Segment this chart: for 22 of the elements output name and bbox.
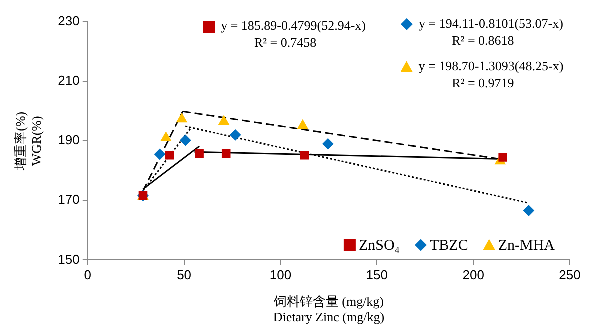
legend-label: Zn-MHA (498, 238, 556, 254)
legend-label: TBZC (430, 238, 468, 254)
annotation: y = 198.70-1.3093(48.25-x) (418, 58, 564, 74)
legend-label: ZnSO₄ (358, 238, 400, 254)
annotation: R² = 0.9719 (452, 76, 514, 91)
x-tick-label: 250 (559, 268, 581, 283)
y-tick-label: 150 (58, 252, 80, 267)
y-tick-label: 210 (58, 73, 80, 88)
y-tick-label: 230 (58, 14, 80, 29)
x-tick-label: 150 (366, 268, 388, 283)
y-tick-label: 170 (58, 192, 80, 208)
y-axis-title: 增重率(%) WGR(%) (13, 112, 44, 172)
x-tick-label: 200 (462, 268, 484, 283)
annotation: y = 194.11-0.8101(53.07-x) (419, 16, 564, 31)
x-tick-label: 0 (84, 268, 92, 283)
annotation: y = 185.89-0.4799(52.94-x) (221, 18, 366, 34)
x-tick-label: 50 (177, 268, 192, 283)
x-axis-title: 饲料锌含量 (mg/kg) Dietary Zinc (mg/kg) (272, 294, 385, 325)
annotation: R² = 0.7458 (254, 35, 317, 50)
x-tick-label: 100 (270, 268, 292, 283)
y-tick-label: 190 (58, 132, 80, 148)
annotation: R² = 0.8618 (452, 32, 514, 48)
